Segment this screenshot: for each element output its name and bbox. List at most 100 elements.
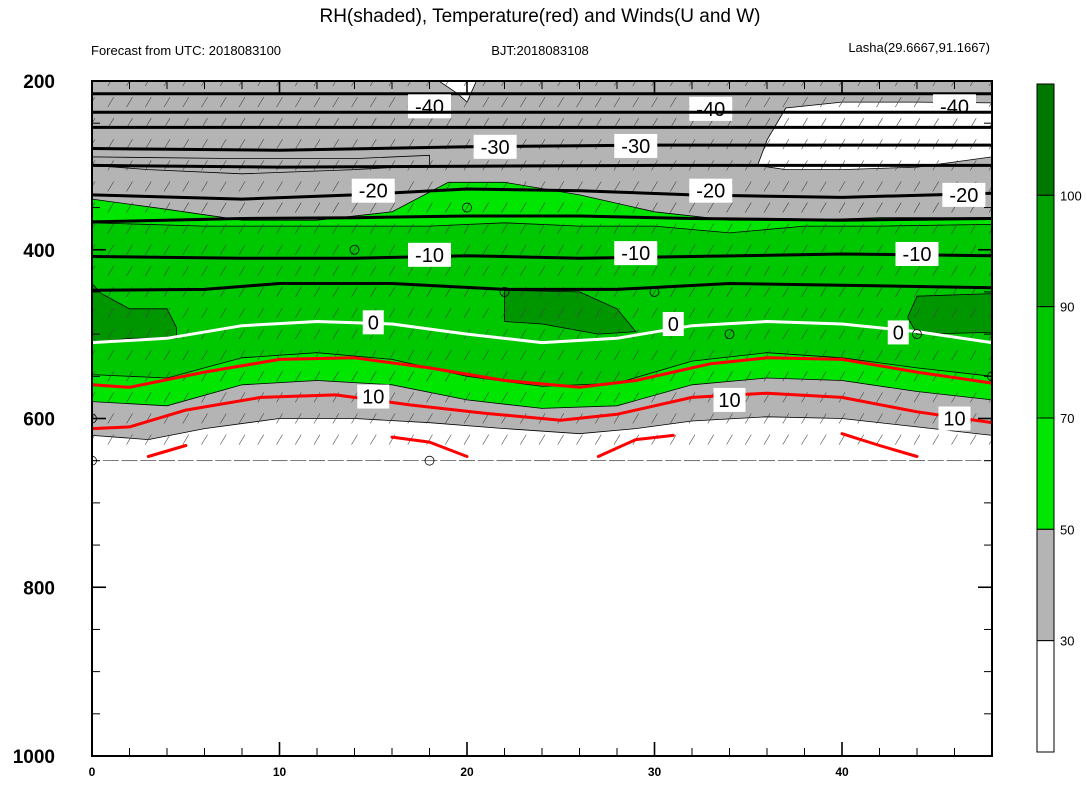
wind-barb (557, 96, 565, 108)
wind-barb (913, 392, 921, 403)
wind-barb (388, 81, 393, 87)
wind-barb (632, 181, 640, 192)
wind-barb (219, 81, 224, 87)
wind-barb (988, 270, 992, 276)
wind-barb (369, 265, 377, 276)
wind-barb (988, 143, 992, 150)
wind-barb (632, 96, 640, 108)
wind-barb (951, 223, 958, 234)
wind-barb (313, 160, 321, 171)
wind-barb (163, 392, 171, 403)
wind-barb (144, 96, 152, 108)
wind-barb (988, 312, 992, 319)
wind-barb (913, 265, 921, 276)
x-tick-label: 30 (648, 765, 662, 779)
contour-label-box (614, 133, 658, 158)
wind-barb (594, 81, 599, 87)
wind-barb (238, 371, 246, 382)
wind-barb (257, 160, 265, 171)
contour-label: -20 (949, 185, 978, 207)
calm-wind-circle (649, 287, 660, 297)
wind-barb (632, 202, 640, 213)
wind-barb (182, 223, 190, 234)
wind-barb (932, 392, 940, 403)
wind-barb (707, 202, 715, 213)
wind-barb (763, 307, 771, 319)
wind-barb (801, 434, 808, 445)
wind-barb (313, 223, 321, 234)
wind-barb (613, 434, 621, 445)
wind-barb (257, 139, 265, 150)
wind-barb (519, 96, 527, 108)
wind-barb (613, 202, 621, 213)
wind-barb (857, 286, 865, 298)
wind-barb (707, 286, 715, 298)
wind-barb (351, 265, 358, 276)
wind-barb (557, 371, 565, 382)
wind-barb (388, 223, 396, 234)
wind-barb (594, 223, 602, 234)
wind-barb (107, 96, 115, 108)
wind-barb (482, 244, 490, 255)
wind-barb (276, 244, 283, 255)
wind-barb (932, 202, 940, 213)
wind-barb (482, 434, 490, 445)
wind-barb (369, 202, 377, 213)
wind-barb (426, 202, 433, 213)
calm-wind-circle (912, 329, 922, 340)
wind-barb (444, 81, 449, 87)
wind-barb (969, 434, 977, 445)
wind-barb (201, 96, 208, 108)
wind-barb (332, 371, 340, 382)
contour-label-box (473, 134, 517, 159)
wind-barb (182, 307, 190, 319)
contour-label: -10 (621, 243, 650, 265)
wind-barb (369, 223, 377, 234)
wind-barb (482, 392, 490, 403)
wind-barb (257, 286, 265, 298)
wind-barb (688, 434, 696, 445)
contour-label-box (357, 384, 390, 409)
wind-barb (726, 434, 733, 445)
wind-barb (819, 371, 827, 382)
temperature-contour--20-5 (92, 187, 992, 201)
wind-barb (388, 96, 396, 108)
wind-barb (276, 286, 283, 298)
wind-barb (294, 307, 302, 319)
wind-barb (163, 96, 171, 108)
wind-barb (501, 350, 508, 361)
wind-barb (651, 223, 658, 234)
plot-clip-group: -40 -40 -40 -30 -30 -20 -20 -20 -10 -10 -10 0 0 0 10 10… (92, 81, 992, 466)
wind-barb (819, 434, 827, 445)
wind-barb (557, 244, 565, 255)
wind-barb (426, 371, 433, 382)
wind-barb (501, 307, 508, 319)
wind-barb (538, 81, 543, 87)
wind-barb (744, 434, 752, 445)
wind-barb (257, 244, 265, 255)
wind-barb (257, 307, 265, 319)
wind-barb (913, 181, 921, 192)
wind-barb (951, 307, 958, 319)
wind-barb (519, 223, 527, 234)
wind-barb (107, 307, 115, 319)
contour-label-box (938, 406, 971, 431)
wind-barb (444, 307, 452, 319)
wind-barb (201, 392, 208, 403)
temperature-contour--30-3 (92, 143, 992, 152)
wind-barb (819, 81, 824, 87)
colorbar-tick-label: 100 (1060, 188, 1082, 203)
wind-barb (726, 202, 733, 213)
wind-barb (801, 244, 808, 255)
wind-barb (238, 265, 246, 276)
wind-barb (932, 434, 940, 445)
wind-barb (988, 206, 992, 213)
wind-barb (144, 181, 152, 192)
wind-barb (969, 392, 977, 403)
wind-barb (857, 307, 865, 319)
wind-barb (538, 96, 546, 108)
wind-barb (707, 223, 715, 234)
bjt-subtitle: BJT:2018083108 (491, 43, 589, 58)
wind-barb (613, 350, 621, 361)
wind-barb (257, 413, 265, 424)
